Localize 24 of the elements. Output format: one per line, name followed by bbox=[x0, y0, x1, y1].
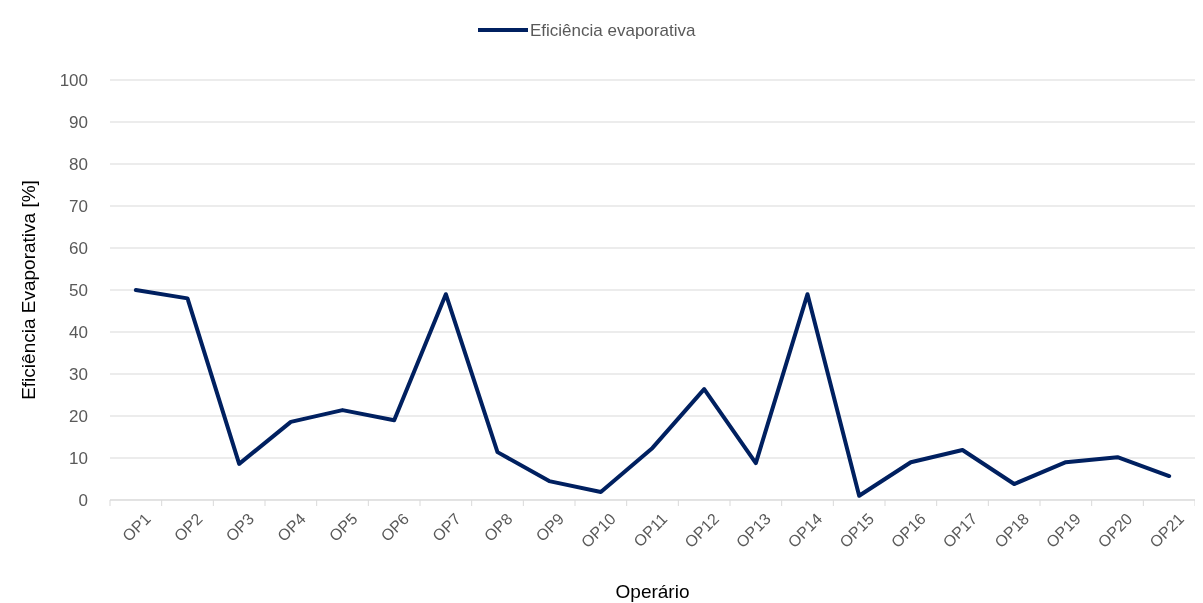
x-axis-title: Operário bbox=[615, 581, 690, 602]
y-tick-label: 80 bbox=[69, 154, 88, 174]
y-tick-label: 90 bbox=[69, 112, 88, 132]
y-tick-label: 100 bbox=[59, 70, 88, 90]
x-tick-label: OP5 bbox=[325, 509, 361, 545]
y-tick-label: 30 bbox=[69, 364, 88, 384]
x-tick-label: OP9 bbox=[532, 509, 568, 545]
x-tick-label: OP4 bbox=[274, 509, 309, 545]
x-tick-label: OP2 bbox=[170, 509, 206, 545]
legend-label: Eficiência evaporativa bbox=[530, 20, 696, 40]
x-tick-label: OP8 bbox=[480, 509, 516, 545]
x-tick-label: OP6 bbox=[377, 509, 413, 545]
y-tick-label: 10 bbox=[69, 448, 88, 468]
y-tick-label: 0 bbox=[78, 490, 88, 510]
y-tick-label: 20 bbox=[69, 406, 88, 426]
x-tick-label: OP3 bbox=[222, 509, 258, 545]
x-tick-label: OP1 bbox=[119, 509, 154, 545]
y-tick-label: 40 bbox=[69, 322, 88, 342]
line-series bbox=[133, 288, 1172, 498]
y-axis-title: Eficiência Evaporativa [%] bbox=[18, 180, 39, 400]
y-tick-label: 50 bbox=[69, 280, 88, 300]
y-tick-label: 70 bbox=[69, 196, 88, 216]
x-tick-label: OP7 bbox=[429, 509, 464, 545]
y-tick-label: 60 bbox=[69, 238, 88, 258]
